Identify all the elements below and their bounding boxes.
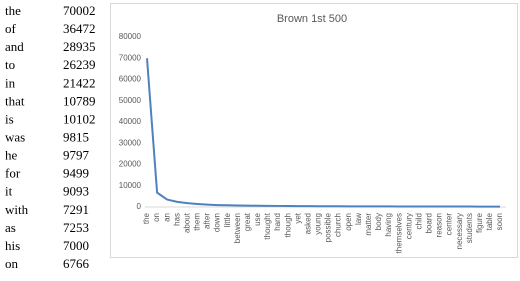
count-cell: 36472	[63, 21, 96, 36]
word-cell: to	[5, 57, 15, 72]
count-cell: 7000	[63, 238, 89, 253]
x-tick-label: church	[334, 213, 343, 237]
count-cell: 21422	[63, 75, 96, 90]
x-tick-label: having	[384, 213, 393, 237]
y-tick-label: 70000	[119, 53, 142, 62]
word-cell: was	[5, 129, 25, 144]
x-tick-label: students	[465, 213, 474, 243]
x-tick-label: possible	[324, 212, 333, 242]
x-tick-label: yet	[293, 212, 302, 223]
count-cell: 70002	[63, 3, 96, 18]
word-cell: it	[5, 184, 13, 199]
x-tick-label: figure	[475, 212, 484, 233]
count-cell: 10789	[63, 93, 96, 108]
x-tick-label: board	[425, 213, 434, 233]
x-tick-label: an	[162, 213, 171, 222]
word-cell: and	[5, 39, 24, 54]
x-tick-label: use	[253, 212, 262, 225]
x-tick-label: on	[152, 213, 161, 222]
x-tick-label: table	[485, 212, 494, 230]
x-tick-label: little	[223, 212, 232, 227]
y-tick-label: 0	[137, 202, 142, 211]
y-tick-label: 20000	[119, 160, 142, 169]
count-cell: 10102	[63, 111, 96, 126]
x-tick-label: open	[344, 213, 353, 231]
chart-frame	[110, 3, 518, 258]
count-cell: 7291	[63, 202, 89, 217]
y-tick-label: 60000	[119, 75, 142, 84]
word-cell: that	[5, 93, 25, 108]
x-tick-label: though	[283, 213, 292, 237]
y-tick-label: 30000	[119, 138, 142, 147]
x-tick-label: between	[233, 213, 242, 243]
x-tick-label: body	[374, 213, 383, 230]
count-cell: 9499	[63, 166, 89, 181]
x-tick-label: law	[354, 213, 363, 225]
count-cell: 9797	[63, 148, 90, 163]
x-tick-label: reason	[435, 213, 444, 237]
y-tick-label: 10000	[119, 181, 142, 190]
y-tick-label: 50000	[119, 96, 142, 105]
word-cell: for	[5, 166, 21, 181]
x-tick-label: matter	[364, 213, 373, 236]
word-cell: of	[5, 21, 17, 36]
word-cell: the	[5, 3, 21, 18]
x-tick-label: the	[142, 212, 151, 224]
word-cell: as	[5, 220, 16, 235]
x-tick-label: soon	[495, 213, 504, 230]
x-tick-label: them	[193, 213, 202, 231]
word-cell: on	[5, 256, 19, 271]
word-cell: in	[5, 75, 16, 90]
count-cell: 9815	[63, 129, 89, 144]
word-cell: his	[5, 238, 20, 253]
series-line	[146, 58, 501, 208]
x-tick-label: hand	[273, 213, 282, 231]
x-tick-label: about	[182, 212, 191, 233]
x-tick-label: after	[203, 213, 212, 229]
count-cell: 6766	[63, 256, 90, 271]
count-cell: 7253	[63, 220, 89, 235]
x-tick-label: has	[172, 213, 181, 226]
count-cell: 28935	[63, 39, 96, 54]
x-tick-label: thought	[263, 212, 272, 239]
x-tick-label: down	[213, 213, 222, 232]
word-cell: with	[5, 202, 29, 217]
x-tick-label: great	[243, 212, 252, 231]
x-tick-label: young	[314, 213, 323, 235]
x-tick-label: necessary	[455, 213, 464, 249]
x-tick-label: center	[445, 213, 454, 236]
y-tick-label: 40000	[119, 117, 142, 126]
count-cell: 9093	[63, 184, 89, 199]
count-cell: 26239	[63, 57, 96, 72]
y-tick-label: 80000	[119, 32, 142, 41]
x-tick-label: themselves	[394, 213, 403, 253]
x-tick-label: century	[404, 213, 413, 239]
x-tick-label: asked	[303, 213, 312, 234]
word-cell: he	[5, 148, 18, 163]
x-tick-label: child	[414, 213, 423, 229]
chart-title: Brown 1st 500	[277, 13, 347, 25]
word-cell: is	[5, 111, 14, 126]
